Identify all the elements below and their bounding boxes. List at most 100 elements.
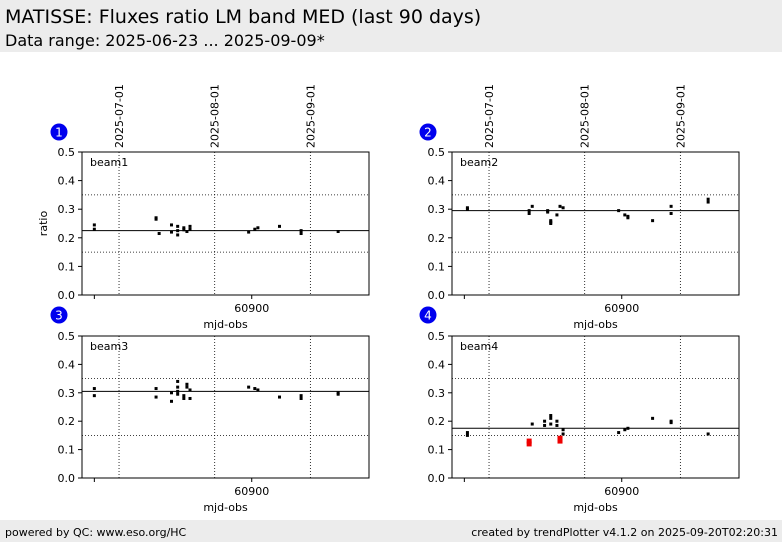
data-point xyxy=(299,229,303,233)
data-point xyxy=(555,419,559,423)
y-tick-label: 0.3 xyxy=(428,387,446,400)
y-tick-label: 0.1 xyxy=(428,444,446,457)
data-point xyxy=(623,213,627,217)
data-point xyxy=(154,395,158,399)
data-point xyxy=(465,433,469,437)
data-point xyxy=(256,226,260,230)
plot-frame xyxy=(81,151,370,296)
data-point xyxy=(182,226,186,230)
beam-label: beam1 xyxy=(90,156,128,169)
data-point xyxy=(176,224,180,228)
date-tick-label: 2025-07-01 xyxy=(113,84,126,148)
y-tick-label: 0.2 xyxy=(58,415,76,428)
y-tick-label: 0.4 xyxy=(58,175,76,188)
data-point xyxy=(278,395,282,399)
data-point xyxy=(669,204,673,208)
data-point xyxy=(549,416,553,420)
data-point xyxy=(247,385,251,389)
data-point xyxy=(92,387,96,391)
outlier-point xyxy=(526,438,532,444)
data-point xyxy=(561,206,565,210)
data-point xyxy=(176,233,180,237)
beam-label: beam3 xyxy=(90,340,128,353)
outlier-point xyxy=(526,441,532,447)
x-axis-label: mjd-obs xyxy=(573,501,618,514)
y-tick-label: 0.5 xyxy=(58,146,76,159)
outlier-point xyxy=(557,435,563,441)
page-title: MATISSE: Fluxes ratio LM band MED (last … xyxy=(5,6,482,28)
data-point xyxy=(176,379,180,383)
data-point xyxy=(182,396,186,400)
y-tick-label: 0.4 xyxy=(428,358,446,371)
data-point xyxy=(182,228,186,232)
data-point xyxy=(253,227,257,231)
footer-created-by: created by trendPlotter v4.1.2 on 2025-0… xyxy=(471,526,778,539)
data-point xyxy=(188,388,192,392)
data-point xyxy=(256,388,260,392)
y-tick-label: 0.4 xyxy=(58,358,76,371)
y-tick-label: 0.5 xyxy=(428,330,446,343)
panel-badge-number: 1 xyxy=(55,126,63,140)
panel-badge-number: 2 xyxy=(424,126,432,140)
data-point xyxy=(558,204,562,208)
data-point xyxy=(92,223,96,227)
data-point xyxy=(188,227,192,231)
data-point xyxy=(92,394,96,398)
data-point xyxy=(278,224,282,228)
data-point xyxy=(561,432,565,436)
beam-label: beam4 xyxy=(460,340,498,353)
data-point xyxy=(169,223,173,227)
data-point xyxy=(176,229,180,233)
y-tick-label: 0.0 xyxy=(58,472,76,485)
footer-credit: powered by QC: www.eso.org/HC xyxy=(5,526,187,539)
data-point xyxy=(549,222,553,225)
y-tick-label: 0.1 xyxy=(58,444,76,457)
data-point xyxy=(182,394,186,398)
y-axis-label: ratio xyxy=(37,211,50,237)
y-tick-label: 0.1 xyxy=(58,260,76,273)
y-tick-label: 0.0 xyxy=(428,472,446,485)
data-point xyxy=(669,421,673,425)
data-point xyxy=(336,392,340,396)
data-point xyxy=(527,209,531,213)
x-axis-label: mjd-obs xyxy=(573,318,618,331)
data-point xyxy=(465,207,469,211)
y-tick-label: 0.2 xyxy=(58,232,76,245)
footer-bar xyxy=(0,520,782,542)
x-tick-label: 60900 xyxy=(604,485,639,498)
data-point xyxy=(527,211,531,215)
data-point xyxy=(185,382,189,386)
y-tick-label: 0.5 xyxy=(58,330,76,343)
data-point xyxy=(543,419,547,423)
data-point xyxy=(465,431,469,435)
date-tick-label: 2025-09-01 xyxy=(304,84,317,148)
data-point xyxy=(336,230,340,234)
data-point xyxy=(299,394,303,398)
plot-frame xyxy=(81,335,370,479)
page-subtitle: Data range: 2025-06-23 ... 2025-09-09* xyxy=(5,31,325,50)
data-point xyxy=(706,432,710,436)
x-tick-label: 60900 xyxy=(604,302,639,315)
data-point xyxy=(546,210,550,214)
data-point xyxy=(623,428,627,432)
panel-badge xyxy=(419,123,437,141)
data-point xyxy=(253,387,257,391)
data-point xyxy=(169,230,173,234)
data-point xyxy=(617,209,621,213)
data-point xyxy=(530,422,534,426)
x-axis-label: mjd-obs xyxy=(203,501,248,514)
y-tick-label: 0.4 xyxy=(428,175,446,188)
date-tick-label: 2025-08-01 xyxy=(209,84,222,148)
beam-label: beam2 xyxy=(460,156,498,169)
y-tick-label: 0.0 xyxy=(58,289,76,302)
data-point xyxy=(188,396,192,400)
data-point xyxy=(561,428,565,432)
data-point xyxy=(555,423,559,427)
data-point xyxy=(299,232,303,236)
x-tick-label: 60900 xyxy=(234,485,269,498)
data-point xyxy=(669,211,673,215)
data-point xyxy=(555,213,559,217)
data-point xyxy=(176,385,180,389)
y-tick-label: 0.2 xyxy=(428,232,446,245)
